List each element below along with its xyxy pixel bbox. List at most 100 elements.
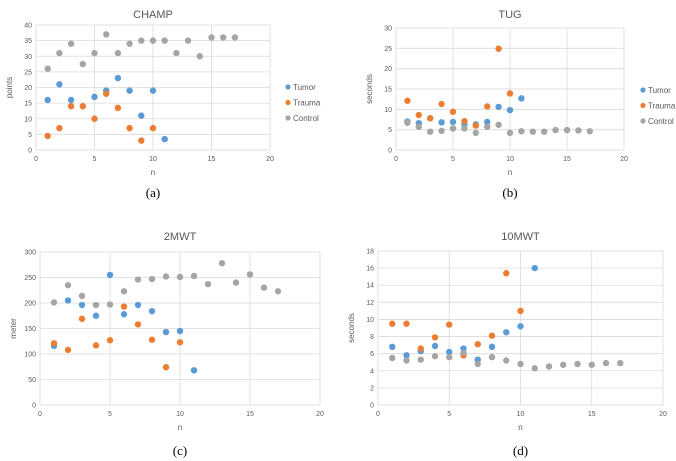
y-tick-label: 300 xyxy=(24,250,36,257)
data-point-control xyxy=(484,123,491,131)
data-point-control xyxy=(204,280,212,288)
data-point-control xyxy=(488,353,496,361)
data-point-control xyxy=(586,128,593,135)
y-tick-label: 150 xyxy=(24,326,36,333)
data-point-tumor xyxy=(149,87,157,94)
data-point-tumor xyxy=(431,342,439,350)
chart-10mwt: 0 2 4 6 8 10 12 14 16 18 0 5 10 15 20 10MWT n seconds (d) xyxy=(347,231,667,458)
data-point-control xyxy=(91,49,98,57)
data-point-control xyxy=(431,353,439,360)
data-point-control xyxy=(184,37,192,44)
legend-label: Tumor xyxy=(648,86,671,95)
data-point-trauma xyxy=(103,90,110,97)
series-control xyxy=(50,260,282,309)
y-tick-label: 5 xyxy=(388,127,392,134)
data-point-tumor xyxy=(120,311,128,318)
data-point-control xyxy=(114,49,122,57)
data-point-trauma xyxy=(417,345,424,352)
x-tick-label: 10 xyxy=(176,411,184,418)
y-tick-label: 15 xyxy=(24,101,32,108)
data-point-trauma xyxy=(389,320,396,327)
data-point-trauma xyxy=(404,97,411,104)
data-point-control xyxy=(231,34,239,41)
legend-label: Tumor xyxy=(293,83,316,92)
data-point-control xyxy=(103,31,110,38)
data-point-control xyxy=(449,125,457,132)
x-tick-label: 20 xyxy=(659,411,667,418)
data-point-control xyxy=(545,363,553,370)
data-point-control xyxy=(460,349,467,357)
data-point-tumor xyxy=(67,96,75,104)
y-tick-label: 10 xyxy=(24,116,32,123)
data-point-trauma xyxy=(91,115,98,122)
y-tick-label: 40 xyxy=(24,23,32,30)
y-tick-label: 10 xyxy=(366,317,374,324)
y-axis-label: seconds xyxy=(365,74,374,104)
data-point-tumor xyxy=(389,343,396,351)
chart-title: TUG xyxy=(498,9,521,21)
data-point-trauma xyxy=(50,340,58,347)
data-point-trauma xyxy=(67,103,75,110)
legend-marker xyxy=(285,99,291,106)
data-point-control xyxy=(552,126,559,134)
data-point-control xyxy=(415,123,422,131)
data-point-control xyxy=(246,271,254,278)
data-point-trauma xyxy=(176,339,184,346)
legend-label: Trauma xyxy=(648,102,676,111)
data-point-tumor xyxy=(190,367,198,374)
y-tick-label: 25 xyxy=(384,46,392,53)
data-point-trauma xyxy=(64,346,72,354)
data-point-control xyxy=(517,360,524,368)
data-point-control xyxy=(503,357,510,364)
data-point-tumor xyxy=(495,103,502,111)
figure-caption: (c) xyxy=(173,443,187,458)
data-point-trauma xyxy=(461,117,468,125)
data-point-trauma xyxy=(403,320,410,327)
data-point-control xyxy=(149,37,157,44)
data-point-control xyxy=(173,49,180,57)
data-point-tumor xyxy=(78,301,86,309)
data-point-tumor xyxy=(148,307,156,315)
data-point-tumor xyxy=(438,119,445,126)
data-point-trauma xyxy=(506,90,514,97)
y-tick-label: 15 xyxy=(384,87,392,94)
y-tick-label: 35 xyxy=(24,38,32,45)
x-tick-label: 15 xyxy=(588,411,596,418)
x-tick-label: 10 xyxy=(149,156,157,163)
chart-title: CHAMP xyxy=(133,9,173,21)
chart-2mwt: 0 50 100 150 200 250 300 0 5 10 15 20 2MWT n meter (c) xyxy=(9,231,324,458)
data-point-control xyxy=(518,128,525,135)
data-point-control xyxy=(79,60,87,68)
x-tick-label: 0 xyxy=(376,411,380,418)
y-axis-label: points xyxy=(5,77,14,98)
data-point-control xyxy=(575,127,582,134)
x-tick-label: 20 xyxy=(620,156,628,163)
data-point-control xyxy=(438,127,445,135)
figure-caption: (b) xyxy=(502,185,517,200)
y-tick-label: 0 xyxy=(388,148,392,155)
x-tick-label: 5 xyxy=(108,411,112,418)
legend-label: Control xyxy=(293,114,319,123)
data-point-tumor xyxy=(518,95,525,102)
series-trauma xyxy=(44,90,157,144)
data-point-tumor xyxy=(484,118,491,126)
data-point-control xyxy=(161,37,168,44)
data-point-trauma xyxy=(474,341,481,348)
data-point-control xyxy=(120,288,128,295)
data-point-control xyxy=(563,126,571,134)
y-tick-label: 20 xyxy=(24,85,32,92)
x-tick-label: 0 xyxy=(38,411,42,418)
x-tick-label: 0 xyxy=(34,156,38,163)
data-point-control xyxy=(176,273,184,281)
data-point-tumor xyxy=(114,74,122,82)
data-point-control xyxy=(92,301,100,309)
series-trauma xyxy=(50,303,184,371)
data-point-trauma xyxy=(78,315,86,323)
data-point-trauma xyxy=(79,103,87,110)
data-point-control xyxy=(529,128,536,135)
data-point-control xyxy=(495,121,502,128)
y-tick-label: 10 xyxy=(384,107,392,114)
figure-caption: (a) xyxy=(146,185,160,200)
x-tick-label: 0 xyxy=(394,156,398,163)
data-point-tumor xyxy=(106,271,114,279)
